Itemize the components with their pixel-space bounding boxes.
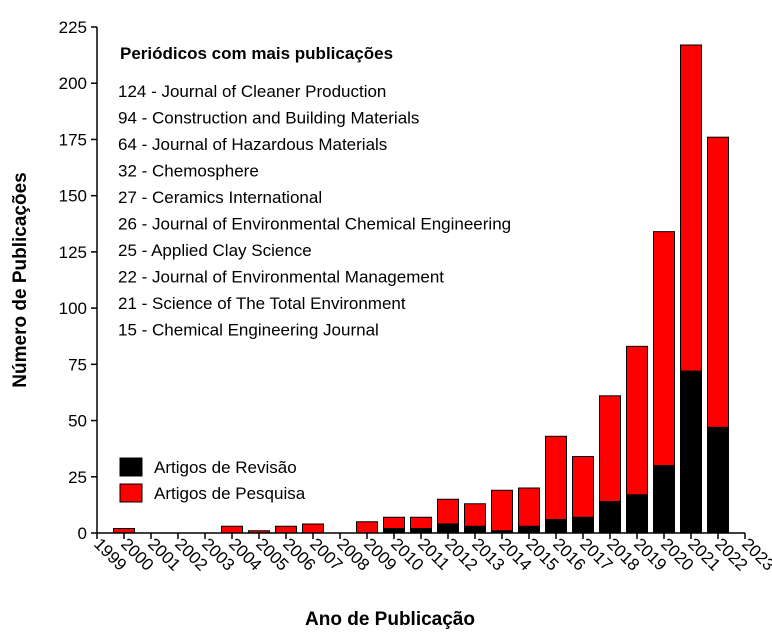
bar (302, 523, 324, 534)
bar (491, 489, 513, 532)
y-axis-label: Número de Publicações (10, 172, 31, 387)
bar (653, 231, 675, 467)
bar (626, 494, 648, 534)
y-tick-label: 225 (59, 18, 87, 37)
annotation-item: 26 - Journal of Environmental Chemical E… (118, 215, 511, 234)
annotation-item: 21 - Science of The Total Environment (118, 294, 406, 313)
bar (572, 516, 594, 534)
x-axis-label: Ano de Publicação (305, 609, 475, 630)
bar (707, 426, 729, 534)
y-tick-label: 125 (59, 243, 87, 262)
y-tick-label: 200 (59, 74, 87, 93)
annotation-item: 32 - Chemosphere (118, 162, 259, 181)
annotation-title: Periódicos com mais publicações (120, 44, 393, 63)
bar (221, 525, 243, 534)
annotation-item: 25 - Applied Clay Science (118, 241, 312, 260)
bar (464, 525, 486, 534)
annotation-item: 94 - Construction and Building Materials (118, 109, 419, 128)
bar (680, 44, 702, 372)
bar (518, 525, 540, 534)
bar (437, 523, 459, 534)
bar (275, 525, 297, 534)
bar (437, 498, 459, 525)
y-tick-label: 75 (68, 355, 87, 374)
legend-label: Artigos de Pesquisa (154, 484, 306, 503)
annotation-item: 22 - Journal of Environmental Management (118, 268, 444, 287)
y-tick-label: 0 (78, 524, 87, 543)
bar (410, 516, 432, 530)
y-tick-label: 100 (59, 299, 87, 318)
annotation-item: 27 - Ceramics International (118, 188, 322, 207)
legend-swatch (119, 457, 143, 477)
y-tick-label: 25 (68, 468, 87, 487)
bar (599, 395, 621, 503)
annotation-item: 124 - Journal of Cleaner Production (118, 82, 386, 101)
bar (545, 519, 567, 534)
bar (707, 136, 729, 428)
y-tick-label: 150 (59, 187, 87, 206)
bar (572, 456, 594, 518)
y-tick-label: 175 (59, 130, 87, 149)
annotation-item: 15 - Chemical Engineering Journal (118, 321, 379, 340)
bar (464, 503, 486, 527)
bar (626, 345, 648, 496)
bar (383, 516, 405, 530)
bar (653, 465, 675, 534)
bar (518, 487, 540, 527)
bar (545, 435, 567, 521)
legend-swatch (119, 483, 143, 503)
bar (356, 521, 378, 534)
annotation-item: 64 - Journal of Hazardous Materials (118, 135, 387, 154)
bar (680, 370, 702, 534)
legend-label: Artigos de Revisão (154, 458, 297, 477)
bar (599, 501, 621, 534)
y-tick-label: 50 (68, 412, 87, 431)
